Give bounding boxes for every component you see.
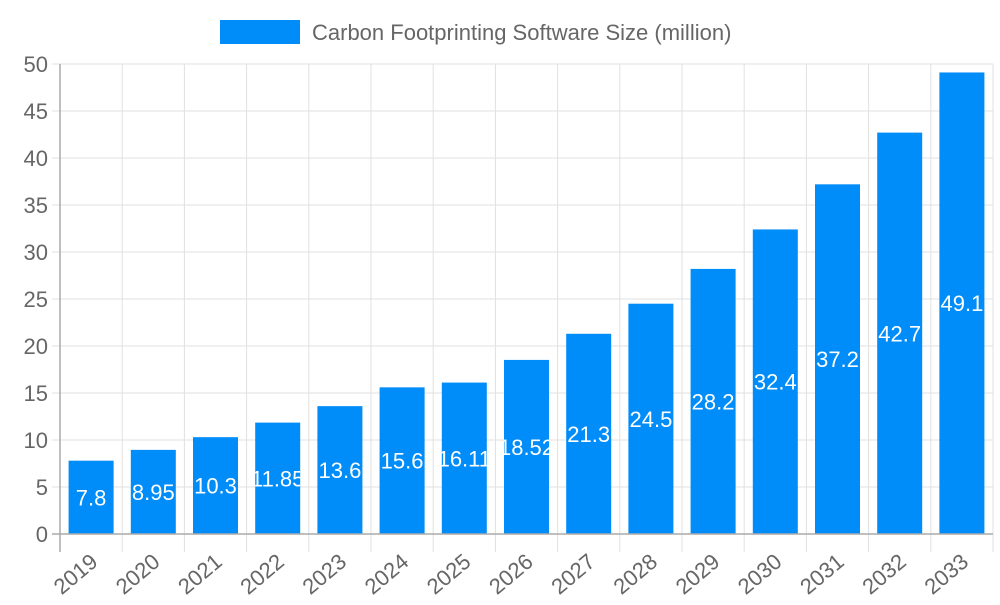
x-tick-label: 2027 (546, 549, 600, 600)
data-label: 21.3 (567, 422, 610, 447)
y-tick-label: 35 (24, 193, 48, 218)
bar (815, 184, 860, 534)
x-tick-label: 2022 (235, 549, 289, 600)
x-tick-label: 2030 (733, 549, 787, 600)
bar (690, 268, 736, 534)
bar (877, 132, 923, 534)
bar (130, 449, 176, 534)
x-tick-label: 2025 (422, 549, 476, 600)
legend-swatch (220, 20, 300, 44)
y-tick-label: 30 (24, 240, 48, 265)
y-tick-label: 40 (24, 146, 48, 171)
data-label: 16.11 (438, 446, 491, 471)
y-tick-label: 0 (36, 522, 48, 547)
data-label: 8.95 (132, 480, 175, 505)
x-tick-label: 2020 (111, 549, 165, 600)
x-tick-label: 2028 (609, 549, 663, 600)
bar (193, 437, 238, 534)
x-tick-label: 2032 (857, 549, 911, 600)
data-label: 18.52 (499, 435, 554, 460)
data-label: 10.3 (194, 474, 237, 499)
data-label: 37.2 (816, 347, 859, 372)
data-label: 15.6 (381, 449, 424, 474)
data-label: 49.1 (940, 291, 983, 316)
data-label: 32.4 (754, 370, 797, 395)
y-tick-label: 45 (24, 99, 48, 124)
x-tick-label: 2031 (795, 549, 849, 600)
y-tick-label: 15 (24, 381, 48, 406)
data-label: 42.7 (878, 321, 921, 346)
legend-label: Carbon Footprinting Software Size (milli… (312, 20, 731, 45)
x-tick-label: 2033 (920, 549, 974, 600)
x-tick-label: 2019 (49, 549, 103, 600)
bars: 7.8 8.95 10.3 11.85 13.6 15.6 16.11 18.52 21.3 24… (68, 72, 985, 535)
bar (379, 387, 425, 534)
bar (317, 406, 363, 534)
y-tick-label: 20 (24, 334, 48, 359)
bar (939, 72, 985, 535)
x-tick-label: 2023 (298, 549, 352, 600)
x-tick-label: 2026 (484, 549, 538, 600)
data-label: 28.2 (692, 389, 735, 414)
y-tick-label: 25 (24, 287, 48, 312)
x-tick-label: 2024 (360, 549, 414, 600)
bar (255, 422, 301, 534)
bar (752, 229, 798, 534)
y-tick-label: 5 (36, 475, 48, 500)
data-label: 7.8 (76, 485, 107, 510)
y-tick-label: 10 (24, 428, 48, 453)
bar (504, 359, 549, 534)
data-label: 13.6 (318, 458, 361, 483)
x-tick-label: 2029 (671, 549, 725, 600)
legend[interactable]: Carbon Footprinting Software Size (milli… (220, 20, 731, 45)
data-label: 11.85 (251, 466, 304, 491)
bar (628, 303, 674, 534)
bar (566, 333, 612, 534)
bar (68, 460, 114, 534)
y-tick-label: 50 (24, 52, 48, 77)
data-label: 24.5 (629, 407, 672, 432)
bar (441, 382, 487, 534)
x-tick-label: 2021 (173, 549, 227, 600)
